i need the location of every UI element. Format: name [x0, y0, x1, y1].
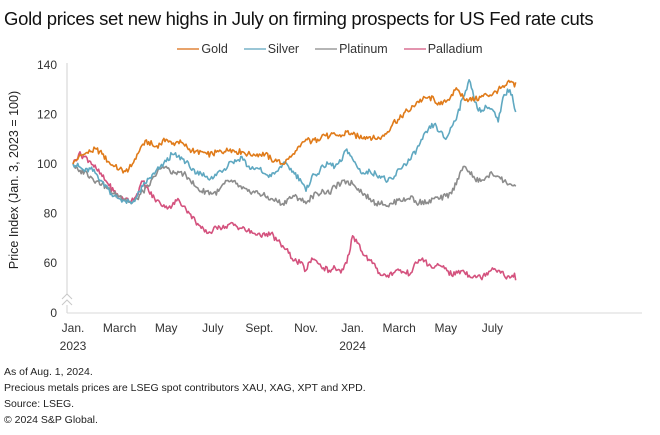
- axes: [61, 63, 642, 314]
- series-line-palladium: [72, 151, 517, 281]
- legend: Gold Silver Platinum Palladium: [0, 42, 660, 56]
- x-tick-label: Jan.: [341, 321, 364, 335]
- legend-swatch-palladium: [403, 48, 426, 50]
- footer-notes: As of Aug. 1, 2024. Precious metals pric…: [4, 364, 366, 428]
- footer-copyright: © 2024 S&P Global.: [4, 414, 98, 426]
- legend-swatch-gold: [177, 48, 200, 50]
- x-tick-label: May: [155, 321, 178, 335]
- x-tick-label: Nov.: [294, 321, 318, 335]
- chart-title: Gold prices set new highs in July on fir…: [4, 8, 594, 29]
- y-tick-label: 140: [37, 58, 57, 72]
- series-lines: [72, 79, 517, 281]
- footer-note: Precious metals prices are LSEG spot con…: [4, 382, 366, 394]
- axis-break-icon: [61, 293, 73, 300]
- series-line-silver: [72, 79, 517, 205]
- legend-label-silver: Silver: [267, 42, 300, 56]
- tick-labels: 0 60 80 100 120 140 Jan. 2023 March May July Sept. N…: [37, 58, 503, 353]
- legend-label-gold: Gold: [201, 42, 228, 56]
- x-tick-label: March: [383, 321, 416, 335]
- y-tick-label: 80: [44, 207, 58, 221]
- x-tick-sublabel: 2023: [60, 339, 87, 353]
- x-tick-label: July: [482, 321, 503, 335]
- legend-label-platinum: Platinum: [339, 42, 388, 56]
- x-tick-label: July: [202, 321, 223, 335]
- legend-label-palladium: Palladium: [427, 42, 483, 56]
- axis-break-icon: [61, 299, 73, 306]
- legend-item-silver: Silver: [243, 42, 300, 56]
- legend-item-palladium: Palladium: [403, 42, 483, 56]
- x-tick-label: March: [103, 321, 136, 335]
- y-tick-label: 0: [50, 306, 57, 320]
- legend-swatch-platinum: [315, 48, 338, 50]
- legend-swatch-silver: [243, 48, 266, 50]
- y-tick-label: 120: [37, 108, 57, 122]
- x-tick-sublabel: 2024: [339, 339, 366, 353]
- x-tick-label: Jan.: [62, 321, 85, 335]
- footer-source: Source: LSEG.: [4, 398, 75, 410]
- footer-date: As of Aug. 1, 2024.: [4, 366, 93, 378]
- x-tick-label: May: [434, 321, 457, 335]
- y-tick-label: 100: [37, 157, 57, 171]
- x-tick-label: Sept.: [245, 321, 273, 335]
- legend-item-platinum: Platinum: [315, 42, 388, 56]
- y-tick-label: 60: [44, 256, 58, 270]
- series-line-gold: [72, 79, 517, 174]
- legend-item-gold: Gold: [177, 42, 228, 56]
- series-line-platinum: [72, 163, 517, 208]
